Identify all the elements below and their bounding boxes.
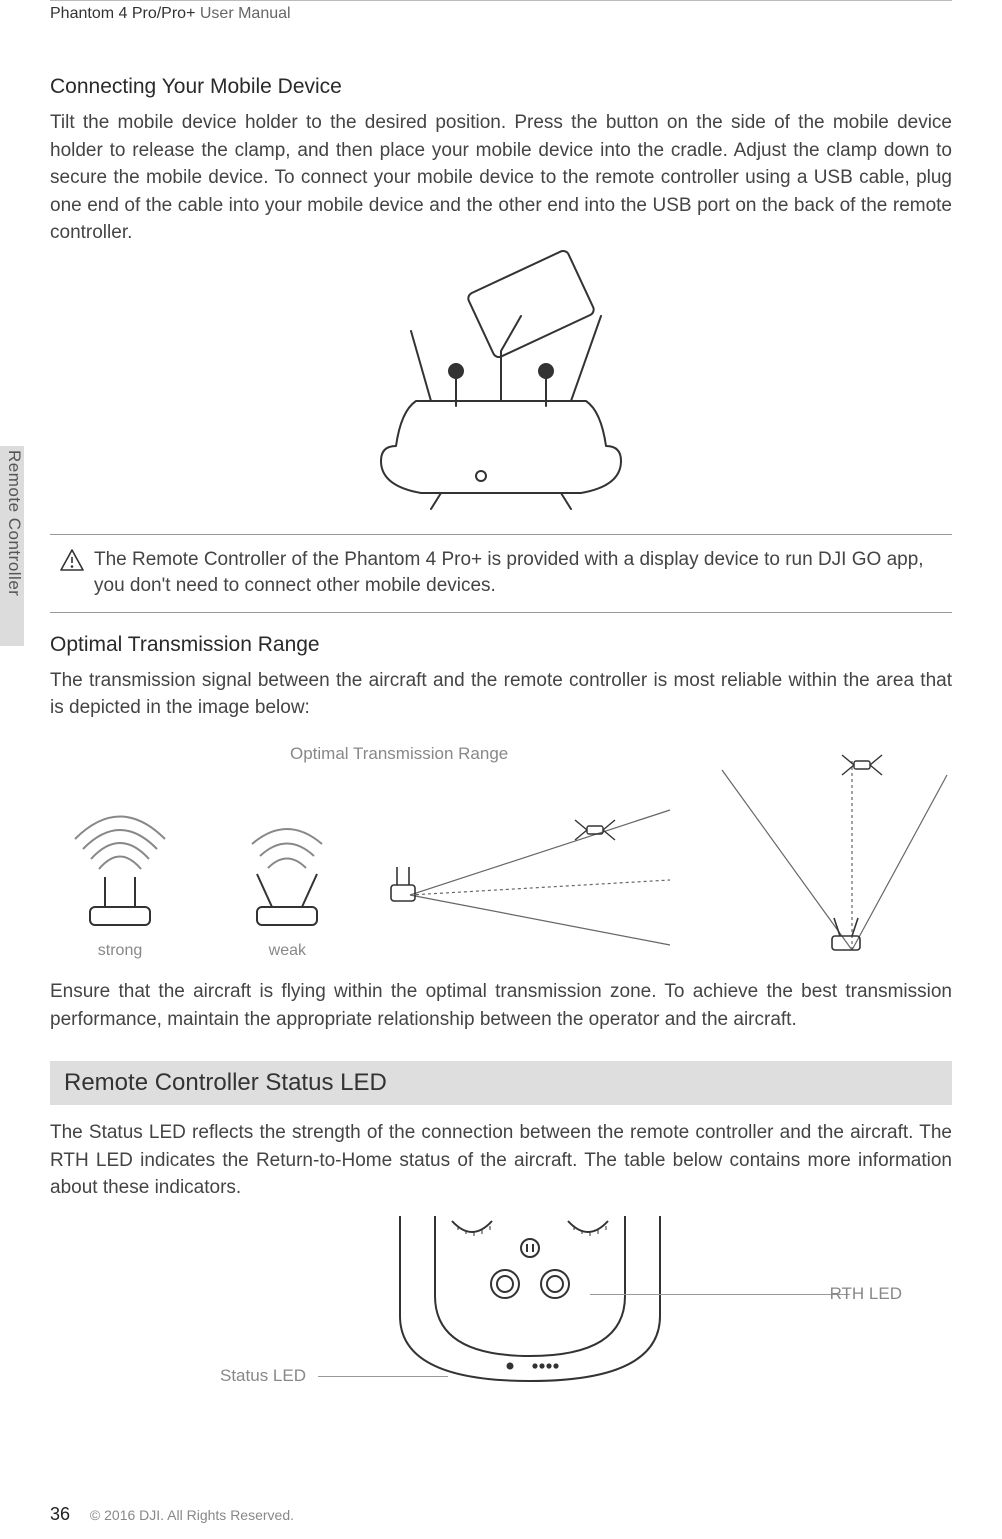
callout-line-status — [318, 1376, 448, 1377]
cone-horizontal — [385, 785, 675, 960]
para-status-led: The Status LED reflects the strength of … — [50, 1119, 952, 1202]
label-weak: weak — [217, 942, 357, 960]
running-header: Phantom 4 Pro/Pro+ User Manual — [50, 0, 952, 23]
figure-led-callouts: RTH LED Status LED — [50, 1216, 952, 1406]
copyright: © 2016 DJI. All Rights Reserved. — [90, 1507, 294, 1523]
note-text: The Remote Controller of the Phantom 4 P… — [94, 547, 952, 600]
section-bar-status-led: Remote Controller Status LED — [50, 1061, 952, 1105]
page-footer: 36 © 2016 DJI. All Rights Reserved. — [50, 1504, 294, 1525]
figure-transmission-range: Optimal Transmission Range — [50, 750, 952, 960]
cone-vertical — [702, 745, 952, 960]
para-connecting: Tilt the mobile device holder to the des… — [50, 109, 952, 247]
figure-controller-holder — [50, 261, 952, 516]
controller-bottom-illustration — [380, 1216, 680, 1396]
para-range-intro: The transmission signal between the airc… — [50, 667, 952, 722]
heading-connecting: Connecting Your Mobile Device — [50, 75, 952, 99]
para-range-outro: Ensure that the aircraft is flying withi… — [50, 978, 952, 1033]
controller-illustration — [351, 261, 651, 511]
label-strong: strong — [50, 942, 190, 960]
section-tab-label: Remote Controller — [4, 450, 24, 596]
callout-line-rth — [590, 1294, 850, 1295]
heading-range: Optimal Transmission Range — [50, 633, 952, 657]
callout-status: Status LED — [220, 1366, 306, 1386]
note-box: The Remote Controller of the Phantom 4 P… — [50, 534, 952, 613]
range-caption: Optimal Transmission Range — [290, 744, 508, 764]
page-number: 36 — [50, 1504, 70, 1524]
warning-icon — [50, 547, 94, 600]
callout-rth: RTH LED — [830, 1284, 902, 1304]
manual-label: User Manual — [200, 5, 291, 22]
signal-weak: weak — [217, 789, 357, 960]
signal-strong: strong — [50, 789, 190, 960]
product-name: Phantom 4 Pro/Pro+ — [50, 5, 195, 22]
